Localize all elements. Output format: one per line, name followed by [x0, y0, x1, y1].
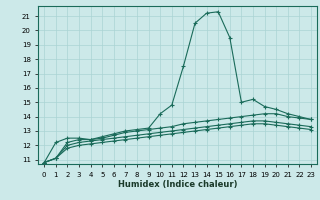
X-axis label: Humidex (Indice chaleur): Humidex (Indice chaleur)	[118, 180, 237, 189]
